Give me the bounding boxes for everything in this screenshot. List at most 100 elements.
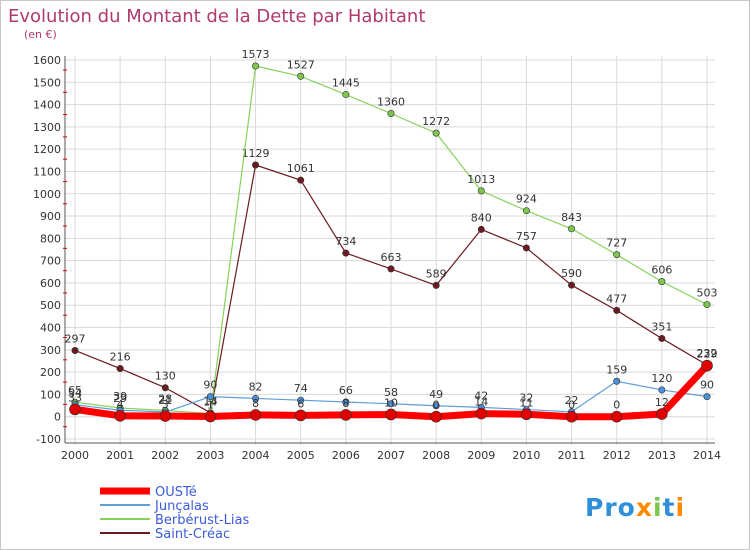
y-tick-label: 400: [40, 322, 61, 335]
legend-label: Berbérust-Lias: [155, 513, 249, 528]
data-label-2: 90: [203, 379, 217, 392]
x-tick-label: 2001: [106, 449, 134, 462]
y-tick-label: 800: [40, 232, 61, 245]
data-label-3: 11: [519, 396, 533, 409]
series-point-0: [71, 346, 79, 354]
series-point-0: [568, 281, 576, 289]
series-point-2: [297, 396, 305, 404]
series-point-2: [387, 400, 395, 408]
x-tick-label: 2003: [196, 449, 224, 462]
data-label-0: 840: [471, 211, 492, 224]
series-point-3: [294, 409, 307, 422]
x-tick-label: 2002: [151, 449, 179, 462]
series-point-3: [69, 403, 81, 416]
x-tick-label: 2004: [242, 449, 270, 462]
series-point-3: [249, 409, 262, 421]
series-point-1: [297, 72, 305, 80]
series-point-0: [477, 225, 485, 233]
y-tick-label: 100: [40, 388, 61, 401]
data-label-3: 3: [162, 398, 169, 411]
data-label-2: 54: [68, 387, 82, 400]
data-label-2: 29: [113, 392, 127, 405]
y-tick-label: 600: [40, 277, 61, 290]
data-label-1: 39: [113, 390, 127, 403]
data-label-2: 90: [700, 379, 714, 392]
data-label-0: 1061: [287, 162, 315, 175]
data-label-3: 0: [613, 399, 620, 412]
x-tick-label: 2012: [603, 449, 631, 462]
x-tick-label: 2005: [287, 449, 315, 462]
data-label-1: 843: [561, 211, 582, 224]
y-tick-label: 900: [40, 210, 61, 223]
series-point-1: [432, 129, 440, 137]
data-label-3: 229: [697, 348, 718, 361]
x-tick-label: 2009: [467, 449, 495, 462]
series-point-0: [613, 306, 621, 314]
y-tick-label: 1600: [33, 54, 61, 67]
data-label-1: 65: [68, 384, 82, 397]
x-tick-label: 2010: [512, 449, 540, 462]
y-tick-label: 200: [40, 366, 61, 379]
y-tick-label: 300: [40, 344, 61, 357]
series-point-0: [161, 384, 169, 392]
data-label-0: 130: [155, 370, 176, 383]
data-label-0: 757: [516, 230, 537, 243]
series-point-3: [565, 410, 578, 423]
x-tick-label: 2008: [422, 449, 450, 462]
series-point-1: [658, 278, 666, 286]
series-point-0: [297, 176, 305, 184]
y-tick-label: 1200: [33, 143, 61, 156]
plot-layer: -100010020030040050060070080090010001100…: [33, 48, 721, 462]
data-label-2: 58: [384, 386, 398, 399]
data-label-0: 734: [335, 235, 356, 248]
series-point-2: [432, 402, 440, 410]
data-label-0: 663: [381, 251, 402, 264]
series-point-2: [342, 398, 350, 406]
series-point-0: [387, 265, 395, 273]
data-label-3: 14: [474, 396, 488, 409]
series-point-2: [206, 393, 214, 401]
data-label-1: 1360: [377, 96, 405, 109]
proxiti-logo: Proxiti: [585, 493, 685, 522]
x-tick-label: 2006: [332, 449, 360, 462]
series-point-3: [114, 410, 126, 422]
series-point-0: [432, 281, 440, 289]
series-point-2: [703, 393, 711, 401]
data-label-1: 503: [697, 287, 718, 300]
series-point-1: [522, 207, 530, 215]
x-tick-label: 2013: [648, 449, 676, 462]
data-label-0: 216: [110, 351, 131, 364]
series-point-0: [522, 244, 530, 252]
series-point-2: [658, 386, 666, 394]
data-label-0: 1129: [242, 147, 270, 160]
data-label-3: 8: [342, 397, 349, 410]
series-point-1: [387, 110, 395, 118]
series-point-3: [385, 408, 397, 421]
series-point-3: [701, 359, 713, 372]
data-label-1: 1272: [422, 115, 450, 128]
chart-title: Evolution du Montant de la Dette par Hab…: [8, 6, 425, 27]
series-point-3: [340, 409, 352, 421]
data-label-1: 14: [203, 396, 217, 409]
data-label-1: 1445: [332, 77, 360, 90]
series-point-0: [658, 334, 666, 342]
y-tick-label: 0: [54, 411, 61, 424]
series-point-1: [568, 225, 576, 233]
data-label-3: 12: [655, 396, 669, 409]
data-label-2: 32: [519, 392, 533, 405]
data-label-3: 1: [207, 398, 214, 411]
data-label-2: 159: [606, 363, 627, 376]
series-point-3: [610, 410, 623, 423]
series-point-1: [477, 187, 485, 195]
chart-subtitle: (en €): [24, 28, 57, 41]
y-tick-label: 500: [40, 299, 61, 312]
y-tick-label: 700: [40, 255, 61, 268]
series-point-2: [613, 377, 621, 385]
data-label-1: 28: [158, 392, 172, 405]
x-tick-label: 2000: [61, 449, 89, 462]
data-label-3: 4: [117, 398, 124, 411]
data-label-2: 82: [249, 380, 263, 393]
data-label-0: 351: [651, 320, 672, 333]
svg-text:Proxiti: Proxiti: [585, 493, 685, 522]
